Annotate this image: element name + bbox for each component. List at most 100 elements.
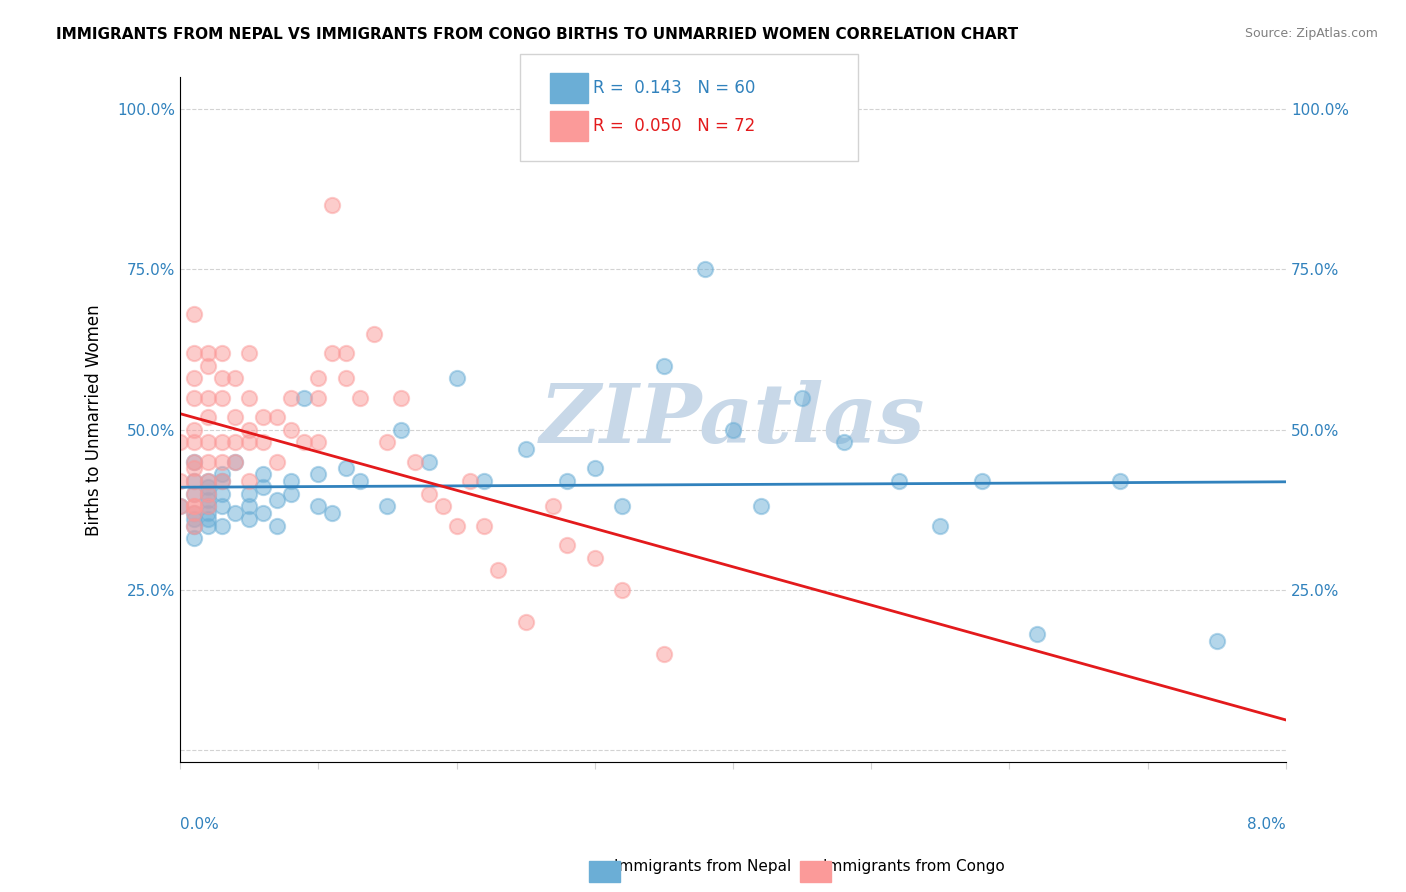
Point xyxy=(832,435,855,450)
Point xyxy=(252,435,274,450)
Point xyxy=(612,582,634,597)
Point xyxy=(389,391,412,405)
Point xyxy=(169,500,191,514)
Point xyxy=(266,518,288,533)
Point xyxy=(169,474,191,488)
Point xyxy=(307,391,329,405)
Point xyxy=(280,391,302,405)
Point xyxy=(197,486,219,500)
Point xyxy=(211,391,233,405)
Point xyxy=(252,480,274,494)
Point xyxy=(197,474,219,488)
Point xyxy=(543,500,565,514)
Point xyxy=(363,326,385,341)
Point xyxy=(929,518,952,533)
Point xyxy=(197,391,219,405)
Point xyxy=(197,435,219,450)
Point xyxy=(389,423,412,437)
Point xyxy=(197,512,219,526)
Point xyxy=(252,506,274,520)
Point xyxy=(446,518,468,533)
Point xyxy=(183,500,205,514)
Point xyxy=(238,512,260,526)
Point xyxy=(211,500,233,514)
Point xyxy=(266,454,288,468)
Text: Source: ZipAtlas.com: Source: ZipAtlas.com xyxy=(1244,27,1378,40)
Point xyxy=(515,615,537,629)
Point xyxy=(280,486,302,500)
Text: Immigrants from Congo: Immigrants from Congo xyxy=(823,859,1005,874)
Point xyxy=(515,442,537,456)
Point xyxy=(307,467,329,482)
Point xyxy=(197,486,219,500)
Point xyxy=(183,486,205,500)
Point xyxy=(183,474,205,488)
Text: 8.0%: 8.0% xyxy=(1247,817,1286,832)
Point xyxy=(183,423,205,437)
Point xyxy=(211,486,233,500)
Point xyxy=(307,371,329,385)
Point xyxy=(970,474,993,488)
Point xyxy=(183,518,205,533)
Point xyxy=(555,474,578,488)
Point xyxy=(197,454,219,468)
Point xyxy=(280,423,302,437)
Point xyxy=(252,467,274,482)
Point xyxy=(695,262,717,277)
Point xyxy=(307,435,329,450)
Point xyxy=(211,454,233,468)
Text: IMMIGRANTS FROM NEPAL VS IMMIGRANTS FROM CONGO BIRTHS TO UNMARRIED WOMEN CORRELA: IMMIGRANTS FROM NEPAL VS IMMIGRANTS FROM… xyxy=(56,27,1018,42)
Point xyxy=(238,474,260,488)
Point xyxy=(1205,633,1227,648)
Y-axis label: Births to Unmarried Women: Births to Unmarried Women xyxy=(86,304,103,536)
Point xyxy=(197,506,219,520)
Point xyxy=(224,506,246,520)
Point xyxy=(418,454,440,468)
Point xyxy=(887,474,910,488)
Point xyxy=(224,409,246,424)
Point xyxy=(183,461,205,475)
Text: ZIPatlas: ZIPatlas xyxy=(540,380,925,460)
Point xyxy=(211,474,233,488)
Point xyxy=(183,486,205,500)
Point xyxy=(238,435,260,450)
Point xyxy=(266,409,288,424)
Point xyxy=(211,345,233,359)
Text: Immigrants from Nepal: Immigrants from Nepal xyxy=(614,859,792,874)
Point xyxy=(183,307,205,321)
Point xyxy=(169,435,191,450)
Point xyxy=(183,506,205,520)
Point xyxy=(335,461,357,475)
Point xyxy=(183,391,205,405)
Point xyxy=(252,409,274,424)
Point xyxy=(555,538,578,552)
Point xyxy=(335,371,357,385)
Point xyxy=(197,480,219,494)
Point xyxy=(238,486,260,500)
Point xyxy=(377,500,399,514)
Text: R =  0.143   N = 60: R = 0.143 N = 60 xyxy=(593,79,755,97)
Point xyxy=(294,391,316,405)
Point xyxy=(197,493,219,508)
Point xyxy=(792,391,814,405)
Point xyxy=(183,512,205,526)
Point xyxy=(721,423,744,437)
Point xyxy=(321,506,343,520)
Point xyxy=(224,454,246,468)
Point xyxy=(197,500,219,514)
Point xyxy=(238,391,260,405)
Point xyxy=(211,474,233,488)
Point xyxy=(169,500,191,514)
Point xyxy=(307,500,329,514)
Point xyxy=(224,435,246,450)
Point xyxy=(211,518,233,533)
Point xyxy=(224,454,246,468)
Point xyxy=(652,359,675,373)
Point xyxy=(197,409,219,424)
Point xyxy=(749,500,772,514)
Point xyxy=(224,371,246,385)
Point xyxy=(183,345,205,359)
Point xyxy=(211,371,233,385)
Point xyxy=(1109,474,1132,488)
Point xyxy=(404,454,426,468)
